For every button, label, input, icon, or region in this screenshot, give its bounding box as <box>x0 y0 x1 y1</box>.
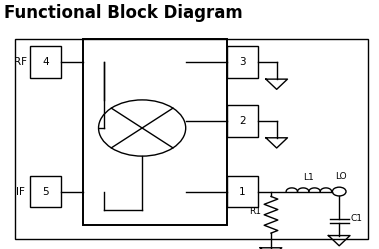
Text: C1: C1 <box>351 214 363 223</box>
Bar <box>227 176 258 207</box>
Text: 4: 4 <box>42 57 49 67</box>
Text: Functional Block Diagram: Functional Block Diagram <box>4 4 243 22</box>
Text: IF: IF <box>16 187 25 196</box>
Text: 2: 2 <box>239 116 246 126</box>
Text: RF: RF <box>14 57 27 67</box>
Bar <box>30 46 61 78</box>
Bar <box>83 39 227 225</box>
Bar <box>30 176 61 207</box>
Text: R1: R1 <box>249 207 261 216</box>
Bar <box>15 39 368 239</box>
Text: LO: LO <box>335 172 347 181</box>
Text: L1: L1 <box>304 173 314 182</box>
Text: 5: 5 <box>42 187 49 196</box>
Bar <box>227 46 258 78</box>
Text: 1: 1 <box>239 187 246 196</box>
Bar <box>227 105 258 136</box>
Text: 3: 3 <box>239 57 246 67</box>
